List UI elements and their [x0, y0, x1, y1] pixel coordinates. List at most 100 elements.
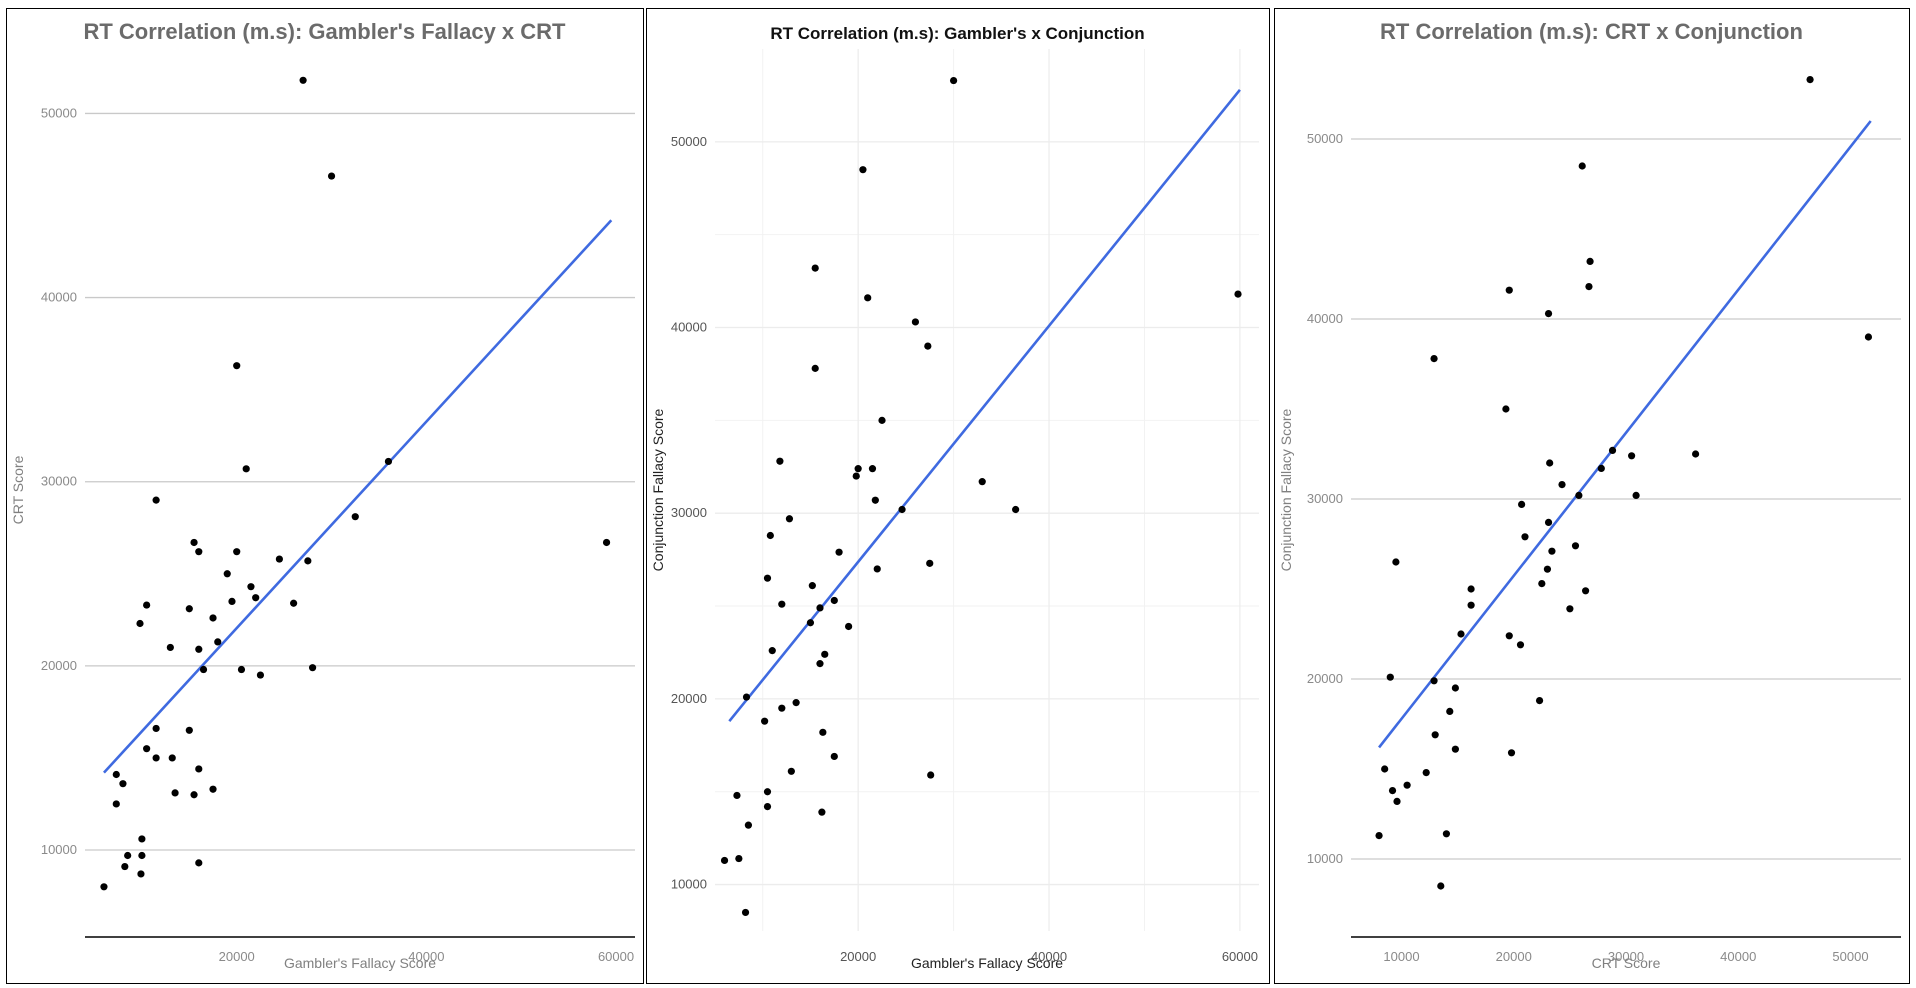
- data-point: [195, 548, 203, 556]
- y-axis-label: Conjunction Fallacy Score: [1278, 408, 1294, 571]
- data-point: [112, 800, 120, 808]
- data-point: [808, 582, 816, 590]
- data-point: [1575, 491, 1583, 499]
- data-point: [195, 765, 203, 773]
- data-point: [871, 496, 879, 504]
- y-tick-label: 40000: [671, 320, 707, 335]
- data-point: [138, 851, 146, 860]
- data-point: [1012, 505, 1020, 514]
- data-point: [247, 583, 255, 591]
- data-point: [1578, 162, 1586, 170]
- y-tick-label: 40000: [1307, 311, 1343, 326]
- data-point: [821, 650, 829, 658]
- data-point: [1521, 533, 1529, 541]
- data-point: [1388, 787, 1397, 795]
- y-tick-label: 40000: [41, 290, 77, 305]
- data-point: [602, 538, 611, 547]
- data-point: [811, 264, 819, 272]
- data-point: [878, 416, 886, 424]
- data-point: [1806, 76, 1814, 84]
- data-point: [143, 601, 151, 609]
- data-point: [256, 671, 265, 679]
- data-point: [1558, 481, 1566, 489]
- data-point: [1571, 542, 1580, 550]
- data-point: [816, 604, 824, 612]
- x-tick-label: 60000: [1222, 949, 1258, 964]
- data-point: [854, 465, 862, 473]
- data-point: [806, 619, 815, 627]
- data-point: [868, 465, 877, 473]
- data-point: [1546, 459, 1554, 467]
- data-point: [1505, 632, 1513, 640]
- data-point: [741, 908, 750, 917]
- data-point: [304, 557, 312, 565]
- data-point: [763, 574, 772, 582]
- data-point: [864, 294, 872, 302]
- x-tick-label: 50000: [1832, 949, 1868, 964]
- data-point: [209, 614, 217, 622]
- data-point: [1393, 797, 1401, 806]
- data-point: [733, 791, 741, 800]
- y-tick-label: 30000: [41, 474, 77, 489]
- data-point: [223, 570, 231, 578]
- data-point: [742, 693, 751, 701]
- data-point: [1691, 450, 1700, 458]
- data-point: [1386, 673, 1394, 681]
- data-point: [233, 362, 241, 370]
- data-point: [214, 638, 222, 646]
- data-point: [1518, 500, 1526, 508]
- data-point: [275, 555, 283, 563]
- data-point: [1451, 745, 1459, 753]
- data-point: [1507, 749, 1516, 757]
- data-point: [190, 791, 198, 799]
- data-point: [1608, 446, 1617, 454]
- data-point: [137, 870, 145, 878]
- data-point: [873, 565, 881, 573]
- data-point: [100, 883, 108, 891]
- y-tick-label: 50000: [41, 105, 77, 120]
- data-point: [209, 785, 217, 793]
- data-point: [811, 364, 819, 372]
- data-point: [233, 548, 241, 556]
- y-tick-label: 50000: [671, 134, 707, 149]
- data-point: [228, 597, 236, 606]
- chart-svg-2: 10000 20000 30000 40000 50000 20000 40000 60000…: [650, 24, 1259, 971]
- data-point: [1632, 491, 1640, 499]
- y-tick-label: 20000: [671, 691, 707, 706]
- x-axis-label: Gambler's Fallacy Score: [911, 955, 1063, 971]
- data-point: [852, 472, 860, 480]
- y-tick-label: 10000: [1307, 851, 1343, 866]
- data-point: [835, 548, 843, 556]
- data-point: [242, 465, 250, 473]
- data-point: [924, 342, 932, 350]
- data-point: [1502, 405, 1510, 413]
- data-point: [1422, 769, 1430, 777]
- data-point: [124, 851, 132, 860]
- x-axis-label: CRT Score: [1592, 955, 1661, 971]
- data-point: [1586, 257, 1594, 265]
- data-point: [1538, 580, 1546, 588]
- chart-title: RT Correlation (m.s): CRT x Conjunction: [1380, 19, 1803, 44]
- x-tick-label: 40000: [1031, 949, 1067, 964]
- trend-line: [1378, 120, 1872, 749]
- y-tick-label: 10000: [671, 877, 707, 892]
- data-point: [185, 605, 193, 613]
- data-point: [1544, 518, 1553, 526]
- data-point: [766, 531, 774, 540]
- data-point: [1430, 355, 1438, 363]
- data-point: [978, 478, 986, 486]
- data-point: [927, 771, 935, 779]
- data-point: [112, 770, 120, 779]
- data-point: [299, 76, 307, 84]
- data-point: [152, 496, 160, 504]
- data-point: [1375, 832, 1383, 840]
- data-point: [1381, 765, 1389, 773]
- data-point: [195, 645, 203, 653]
- data-point: [792, 699, 800, 707]
- data-point: [1467, 601, 1475, 609]
- data-point: [1437, 882, 1445, 890]
- data-point: [911, 318, 920, 326]
- data-point: [816, 660, 824, 668]
- y-axis-label: CRT Score: [10, 455, 26, 524]
- data-point: [185, 726, 193, 734]
